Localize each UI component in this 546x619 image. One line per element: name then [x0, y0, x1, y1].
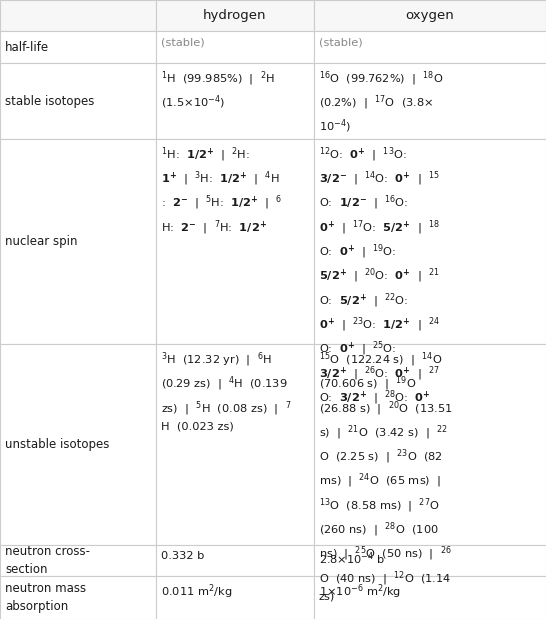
Bar	[0, 139, 156, 344]
Text: $^{12}$O:  $\mathbf{0^{+}}$  |  $^{13}$O:
$\mathbf{3/2^{-}}$  |  $^{14}$O:  $\ma: $^{12}$O: $\mathbf{0^{+}}$ | $^{13}$O: $…	[319, 145, 440, 407]
Bar	[156, 344, 314, 545]
Text: hydrogen: hydrogen	[203, 9, 266, 22]
Text: (stable): (stable)	[161, 38, 204, 48]
Bar	[314, 344, 546, 545]
Bar	[314, 545, 546, 576]
Bar	[156, 0, 314, 32]
Text: $^{1}$H  (99.985%)  |  $^{2}$H
(1.5×10$^{-4}$): $^{1}$H (99.985%) | $^{2}$H (1.5×10$^{-4…	[161, 69, 275, 111]
Bar	[314, 139, 546, 344]
Text: 1×10$^{-6}$ m$^{2}$/kg: 1×10$^{-6}$ m$^{2}$/kg	[319, 582, 401, 600]
Text: 0.011 m$^{2}$/kg: 0.011 m$^{2}$/kg	[161, 582, 232, 600]
Bar	[156, 63, 314, 139]
Bar	[0, 63, 156, 139]
Bar	[0, 0, 156, 32]
Text: nuclear spin: nuclear spin	[5, 235, 78, 248]
Bar	[314, 32, 546, 63]
Text: $^{16}$O  (99.762%)  |  $^{18}$O
(0.2%)  |  $^{17}$O  (3.8×
10$^{-4}$): $^{16}$O (99.762%) | $^{18}$O (0.2%) | $…	[319, 69, 443, 135]
Text: unstable isotopes: unstable isotopes	[5, 438, 109, 451]
Bar	[0, 32, 156, 63]
Bar	[156, 139, 314, 344]
Bar	[314, 576, 546, 619]
Bar	[0, 576, 156, 619]
Bar	[0, 344, 156, 545]
Text: oxygen: oxygen	[406, 9, 454, 22]
Bar	[314, 0, 546, 32]
Text: stable isotopes: stable isotopes	[5, 95, 94, 108]
Text: $^{3}$H  (12.32 yr)  |  $^{6}$H
(0.29 zs)  |  $^{4}$H  (0.139
zs)  |  $^{5}$H  (: $^{3}$H (12.32 yr) | $^{6}$H (0.29 zs) |…	[161, 350, 291, 431]
Text: half-life: half-life	[5, 41, 49, 54]
Bar	[156, 545, 314, 576]
Text: $^{1}$H:  $\mathbf{1/2^{+}}$  |  $^{2}$H:
$\mathbf{1^{+}}$  |  $^{3}$H:  $\mathb: $^{1}$H: $\mathbf{1/2^{+}}$ | $^{2}$H: $…	[161, 145, 282, 237]
Text: $^{15}$O  (122.24 s)  |  $^{14}$O
(70.606 s)  |  $^{19}$O
(26.88 s)  |  $^{20}$O: $^{15}$O (122.24 s) | $^{14}$O (70.606 s…	[319, 350, 453, 601]
Text: neutron cross-
section: neutron cross- section	[5, 545, 90, 576]
Text: 2.8×10$^{-4}$ b: 2.8×10$^{-4}$ b	[319, 551, 385, 567]
Bar	[156, 576, 314, 619]
Text: neutron mass
absorption: neutron mass absorption	[5, 582, 86, 613]
Text: 0.332 b: 0.332 b	[161, 551, 204, 561]
Bar	[314, 63, 546, 139]
Bar	[0, 545, 156, 576]
Text: (stable): (stable)	[319, 38, 363, 48]
Bar	[156, 32, 314, 63]
